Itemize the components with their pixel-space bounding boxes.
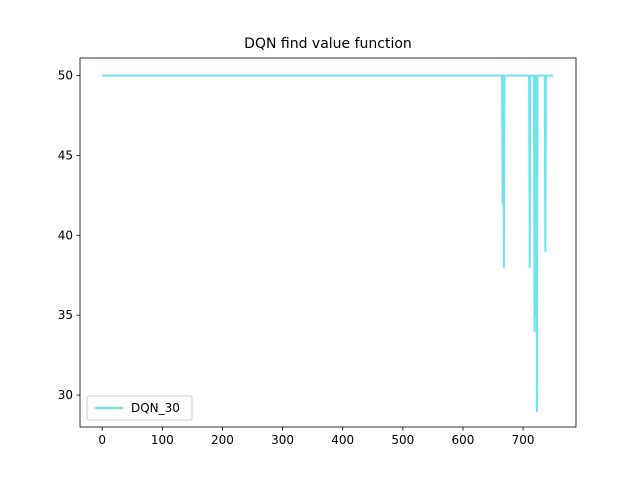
y-tick-label: 35 [58, 308, 73, 322]
y-tick-label: 30 [58, 388, 73, 402]
plot-frame [79, 57, 577, 428]
legend-label: DQN_30 [131, 401, 180, 415]
x-axis: 0 100 200 300 400 500 600 700 [98, 427, 535, 447]
x-tick-label: 200 [211, 433, 234, 447]
plot-area [102, 74, 554, 413]
x-tick-label: 300 [271, 433, 294, 447]
y-tick-label: 50 [58, 69, 73, 83]
y-axis: 30 35 40 45 50 [58, 69, 80, 402]
x-tick-label: 500 [391, 433, 414, 447]
y-tick-label: 45 [58, 148, 73, 162]
x-tick-label: 100 [151, 433, 174, 447]
legend: DQN_30 [86, 395, 193, 421]
x-tick-label: 400 [331, 433, 354, 447]
x-tick-label: 600 [452, 433, 475, 447]
series-line-dqn_30 [102, 74, 554, 413]
legend-box [86, 395, 193, 421]
x-tick-label: 700 [512, 433, 535, 447]
y-tick-label: 40 [58, 228, 73, 242]
chart-title: DQN find value function [244, 36, 412, 52]
x-tick-label: 0 [98, 433, 106, 447]
